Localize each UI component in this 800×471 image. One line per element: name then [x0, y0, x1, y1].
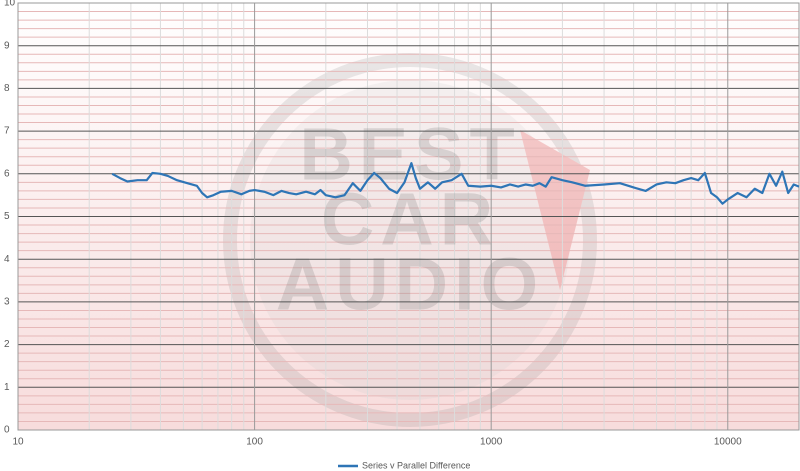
x-tick-label: 100: [246, 437, 263, 448]
y-tick-label: 7: [4, 126, 10, 137]
y-tick-label: 6: [4, 168, 10, 179]
y-tick-label: 10: [4, 0, 16, 9]
x-tick-label: 10000: [714, 437, 742, 448]
y-tick-label: 9: [4, 40, 10, 51]
series-line: [111, 162, 800, 205]
y-tick-label: 4: [4, 254, 10, 265]
y-tick-label: 8: [4, 83, 10, 94]
y-tick-label: 3: [4, 297, 10, 308]
x-tick-label: 1000: [480, 437, 503, 448]
plot-border: [17, 2, 800, 431]
watermark-text: AUDIO: [276, 243, 544, 326]
y-tick-label: 5: [4, 211, 10, 222]
watermark-text: CAR: [321, 178, 499, 261]
watermark-logo: [223, 53, 597, 427]
y-tick-label: 1: [4, 382, 10, 393]
y-tick-label: 0: [4, 425, 10, 436]
x-tick-label: 10: [12, 437, 24, 448]
legend-label: Series v Parallel Difference: [362, 460, 470, 470]
y-tick-label: 2: [4, 339, 10, 350]
watermark-text: BEST: [299, 113, 520, 196]
